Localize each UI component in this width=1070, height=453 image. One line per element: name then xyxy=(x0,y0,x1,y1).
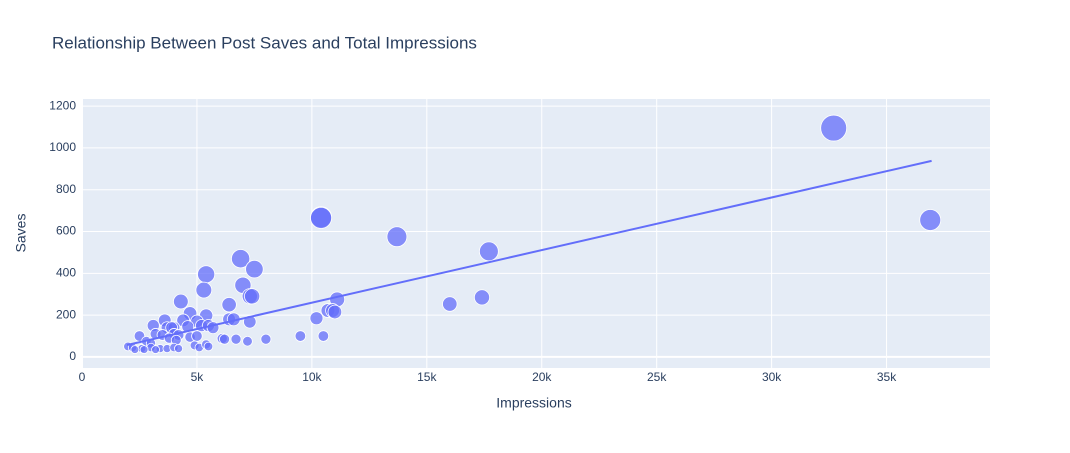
point xyxy=(442,296,458,312)
point xyxy=(191,330,203,342)
point xyxy=(479,241,499,262)
point xyxy=(203,341,214,352)
x-tick-label: 25k xyxy=(647,370,667,384)
point xyxy=(221,297,237,313)
point xyxy=(130,345,140,354)
point xyxy=(219,333,230,345)
x-tick-label: 10k xyxy=(302,370,322,384)
point xyxy=(260,333,272,345)
x-tick-label: 30k xyxy=(762,370,782,384)
y-tick-label: 200 xyxy=(56,307,76,321)
point xyxy=(173,293,189,310)
point xyxy=(231,249,251,269)
point xyxy=(230,333,242,345)
x-tick-label: 35k xyxy=(877,370,897,384)
point xyxy=(242,335,253,347)
y-axis-title: Saves xyxy=(13,214,29,253)
point xyxy=(386,226,408,248)
point xyxy=(820,114,848,142)
trendline xyxy=(126,159,932,346)
x-axis-title: Impressions xyxy=(496,395,571,411)
x-tick-label: 5k xyxy=(191,370,205,384)
point xyxy=(139,345,149,354)
x-tick-label: 20k xyxy=(532,370,552,384)
y-tick-label: 400 xyxy=(56,265,76,279)
x-tick-label: 0 xyxy=(79,370,86,384)
point xyxy=(197,265,216,284)
point xyxy=(327,304,343,320)
point xyxy=(317,330,330,342)
point xyxy=(310,206,333,229)
point xyxy=(919,209,942,231)
y-tick-label: 0 xyxy=(69,349,76,363)
y-tick-label: 800 xyxy=(56,182,76,196)
y-tick-label: 1000 xyxy=(49,140,76,154)
point xyxy=(473,289,490,306)
chart-title: Relationship Between Post Saves and Tota… xyxy=(52,33,477,52)
point xyxy=(151,345,160,354)
y-tick-label: 1200 xyxy=(49,98,76,112)
point xyxy=(294,330,307,342)
point xyxy=(195,281,213,299)
point xyxy=(309,311,324,326)
x-tick-label: 15k xyxy=(417,370,437,384)
point xyxy=(174,344,184,354)
y-tick-label: 600 xyxy=(56,224,76,238)
point xyxy=(245,259,264,279)
point xyxy=(244,288,261,305)
